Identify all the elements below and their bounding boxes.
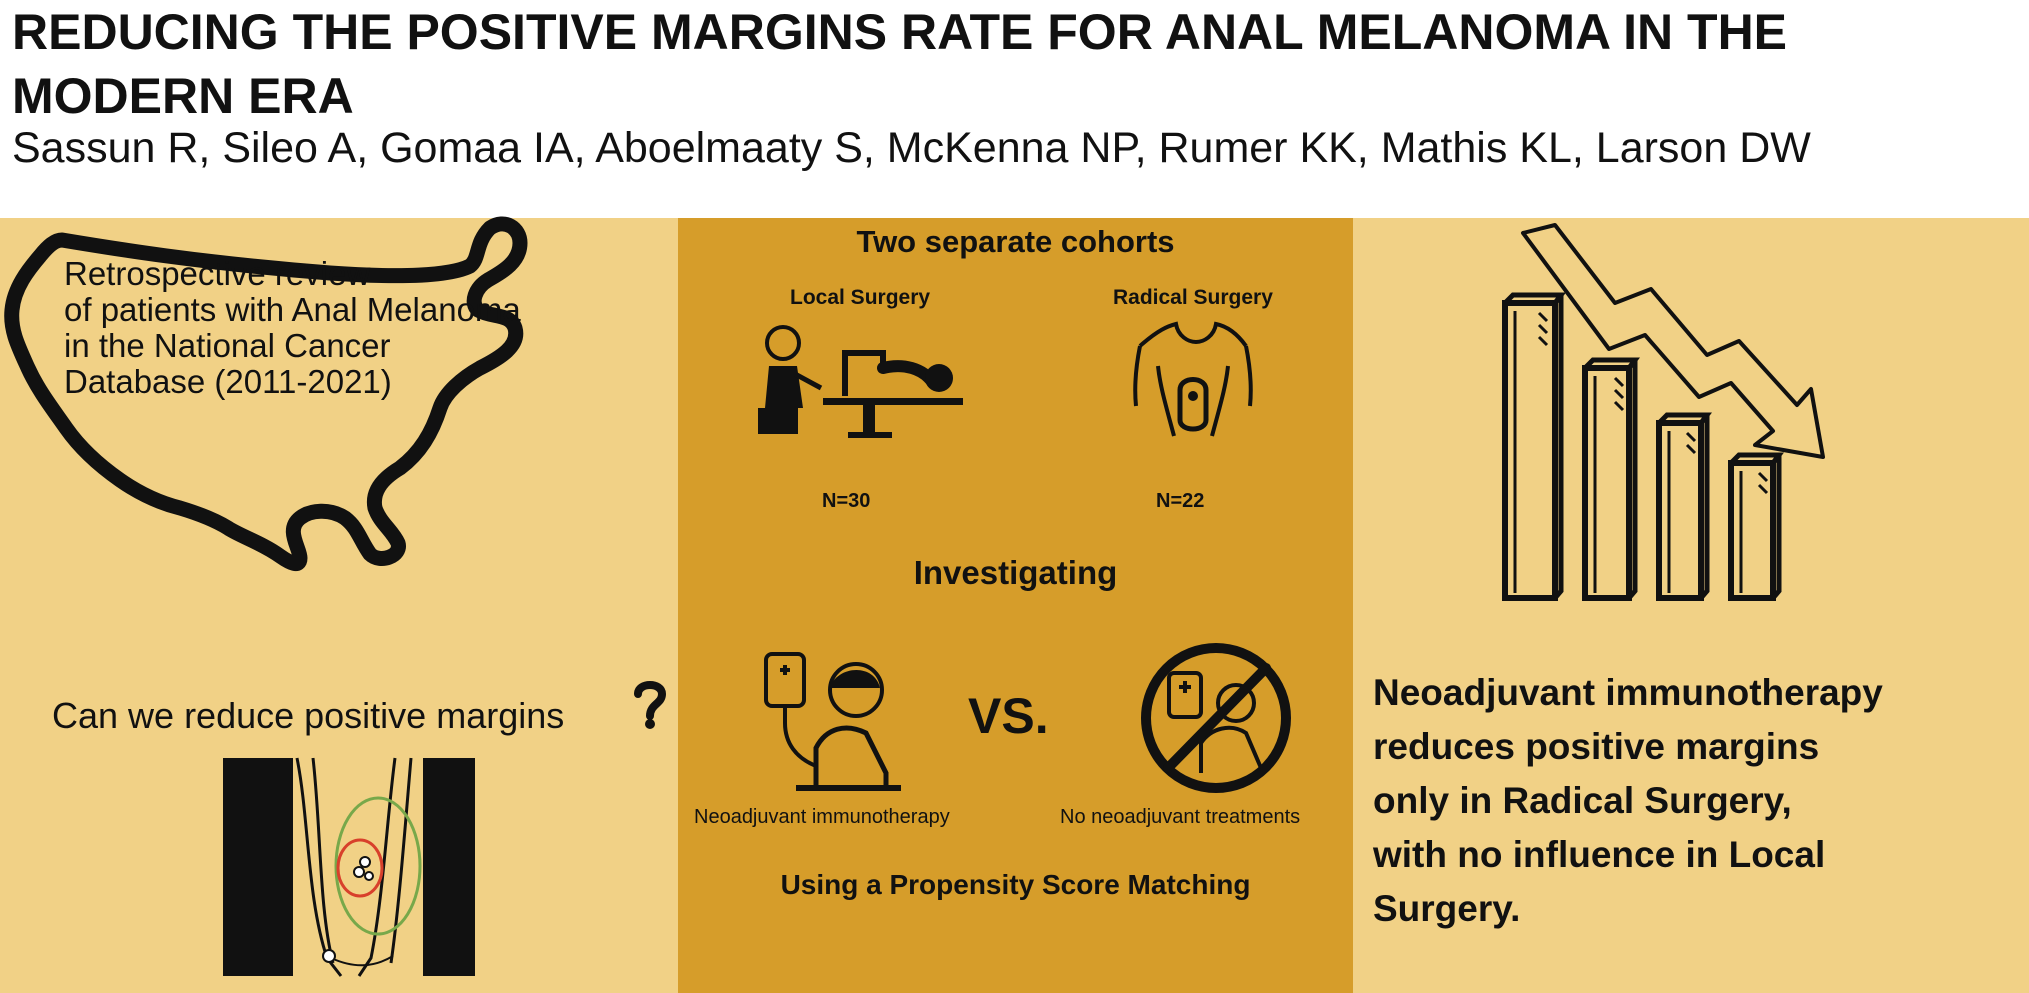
method-label: Using a Propensity Score Matching xyxy=(780,869,1251,900)
conclusion-line: Neoadjuvant immunotherapy xyxy=(1373,672,1883,713)
radical-surgery-icon xyxy=(1133,321,1253,437)
cohorts-title: Two separate cohorts xyxy=(856,224,1175,259)
conclusion-line: with no influence in Local xyxy=(1373,834,1826,875)
conclusion-line: reduces positive margins xyxy=(1373,726,1820,767)
no-treatment-icon xyxy=(1141,643,1291,793)
no-neoadjuvant-label: No neoadjuvant treatments xyxy=(1060,806,1301,828)
local-surgery-icon xyxy=(758,325,963,438)
usa-map-outline-icon xyxy=(4,216,528,572)
page-title: REDUCING THE POSITIVE MARGINS RATE FOR A… xyxy=(12,4,1788,124)
neoadjuvant-label: Neoadjuvant immunotherapy xyxy=(694,806,950,828)
map-text-line: in the National Cancer xyxy=(64,327,391,364)
declining-bar-chart-icon xyxy=(1502,223,1825,601)
middle-panel: Two separate cohorts Local Surgery Radic… xyxy=(678,218,1353,993)
map-text-line: Database (2011-2021) xyxy=(64,363,392,400)
left-panel: Retrospective review of patients with An… xyxy=(0,216,678,993)
immunotherapy-patient-icon xyxy=(764,652,901,791)
conclusion-line: only in Radical Surgery, xyxy=(1373,780,1792,821)
map-text-line: of patients with Anal Melanoma xyxy=(64,291,521,328)
authors-line: Sassun R, Sileo A, Gomaa IA, Aboelmaaty … xyxy=(12,124,1811,172)
conclusion-line: Surgery. xyxy=(1373,888,1521,929)
radical-n-label: N=22 xyxy=(1156,490,1205,512)
vs-label: VS. xyxy=(968,688,1049,744)
local-surgery-label: Local Surgery xyxy=(790,286,931,309)
investigating-heading: Investigating xyxy=(913,554,1118,591)
radical-surgery-label: Radical Surgery xyxy=(1113,286,1273,309)
question-mark-icon xyxy=(634,681,667,729)
right-panel: Neoadjuvant immunotherapy reduces positi… xyxy=(1353,218,2029,993)
map-text-line: Retrospective review xyxy=(64,255,371,292)
local-n-label: N=30 xyxy=(822,490,871,512)
anal-canal-tumor-icon xyxy=(223,757,475,977)
question-text: Can we reduce positive margins xyxy=(52,695,565,736)
